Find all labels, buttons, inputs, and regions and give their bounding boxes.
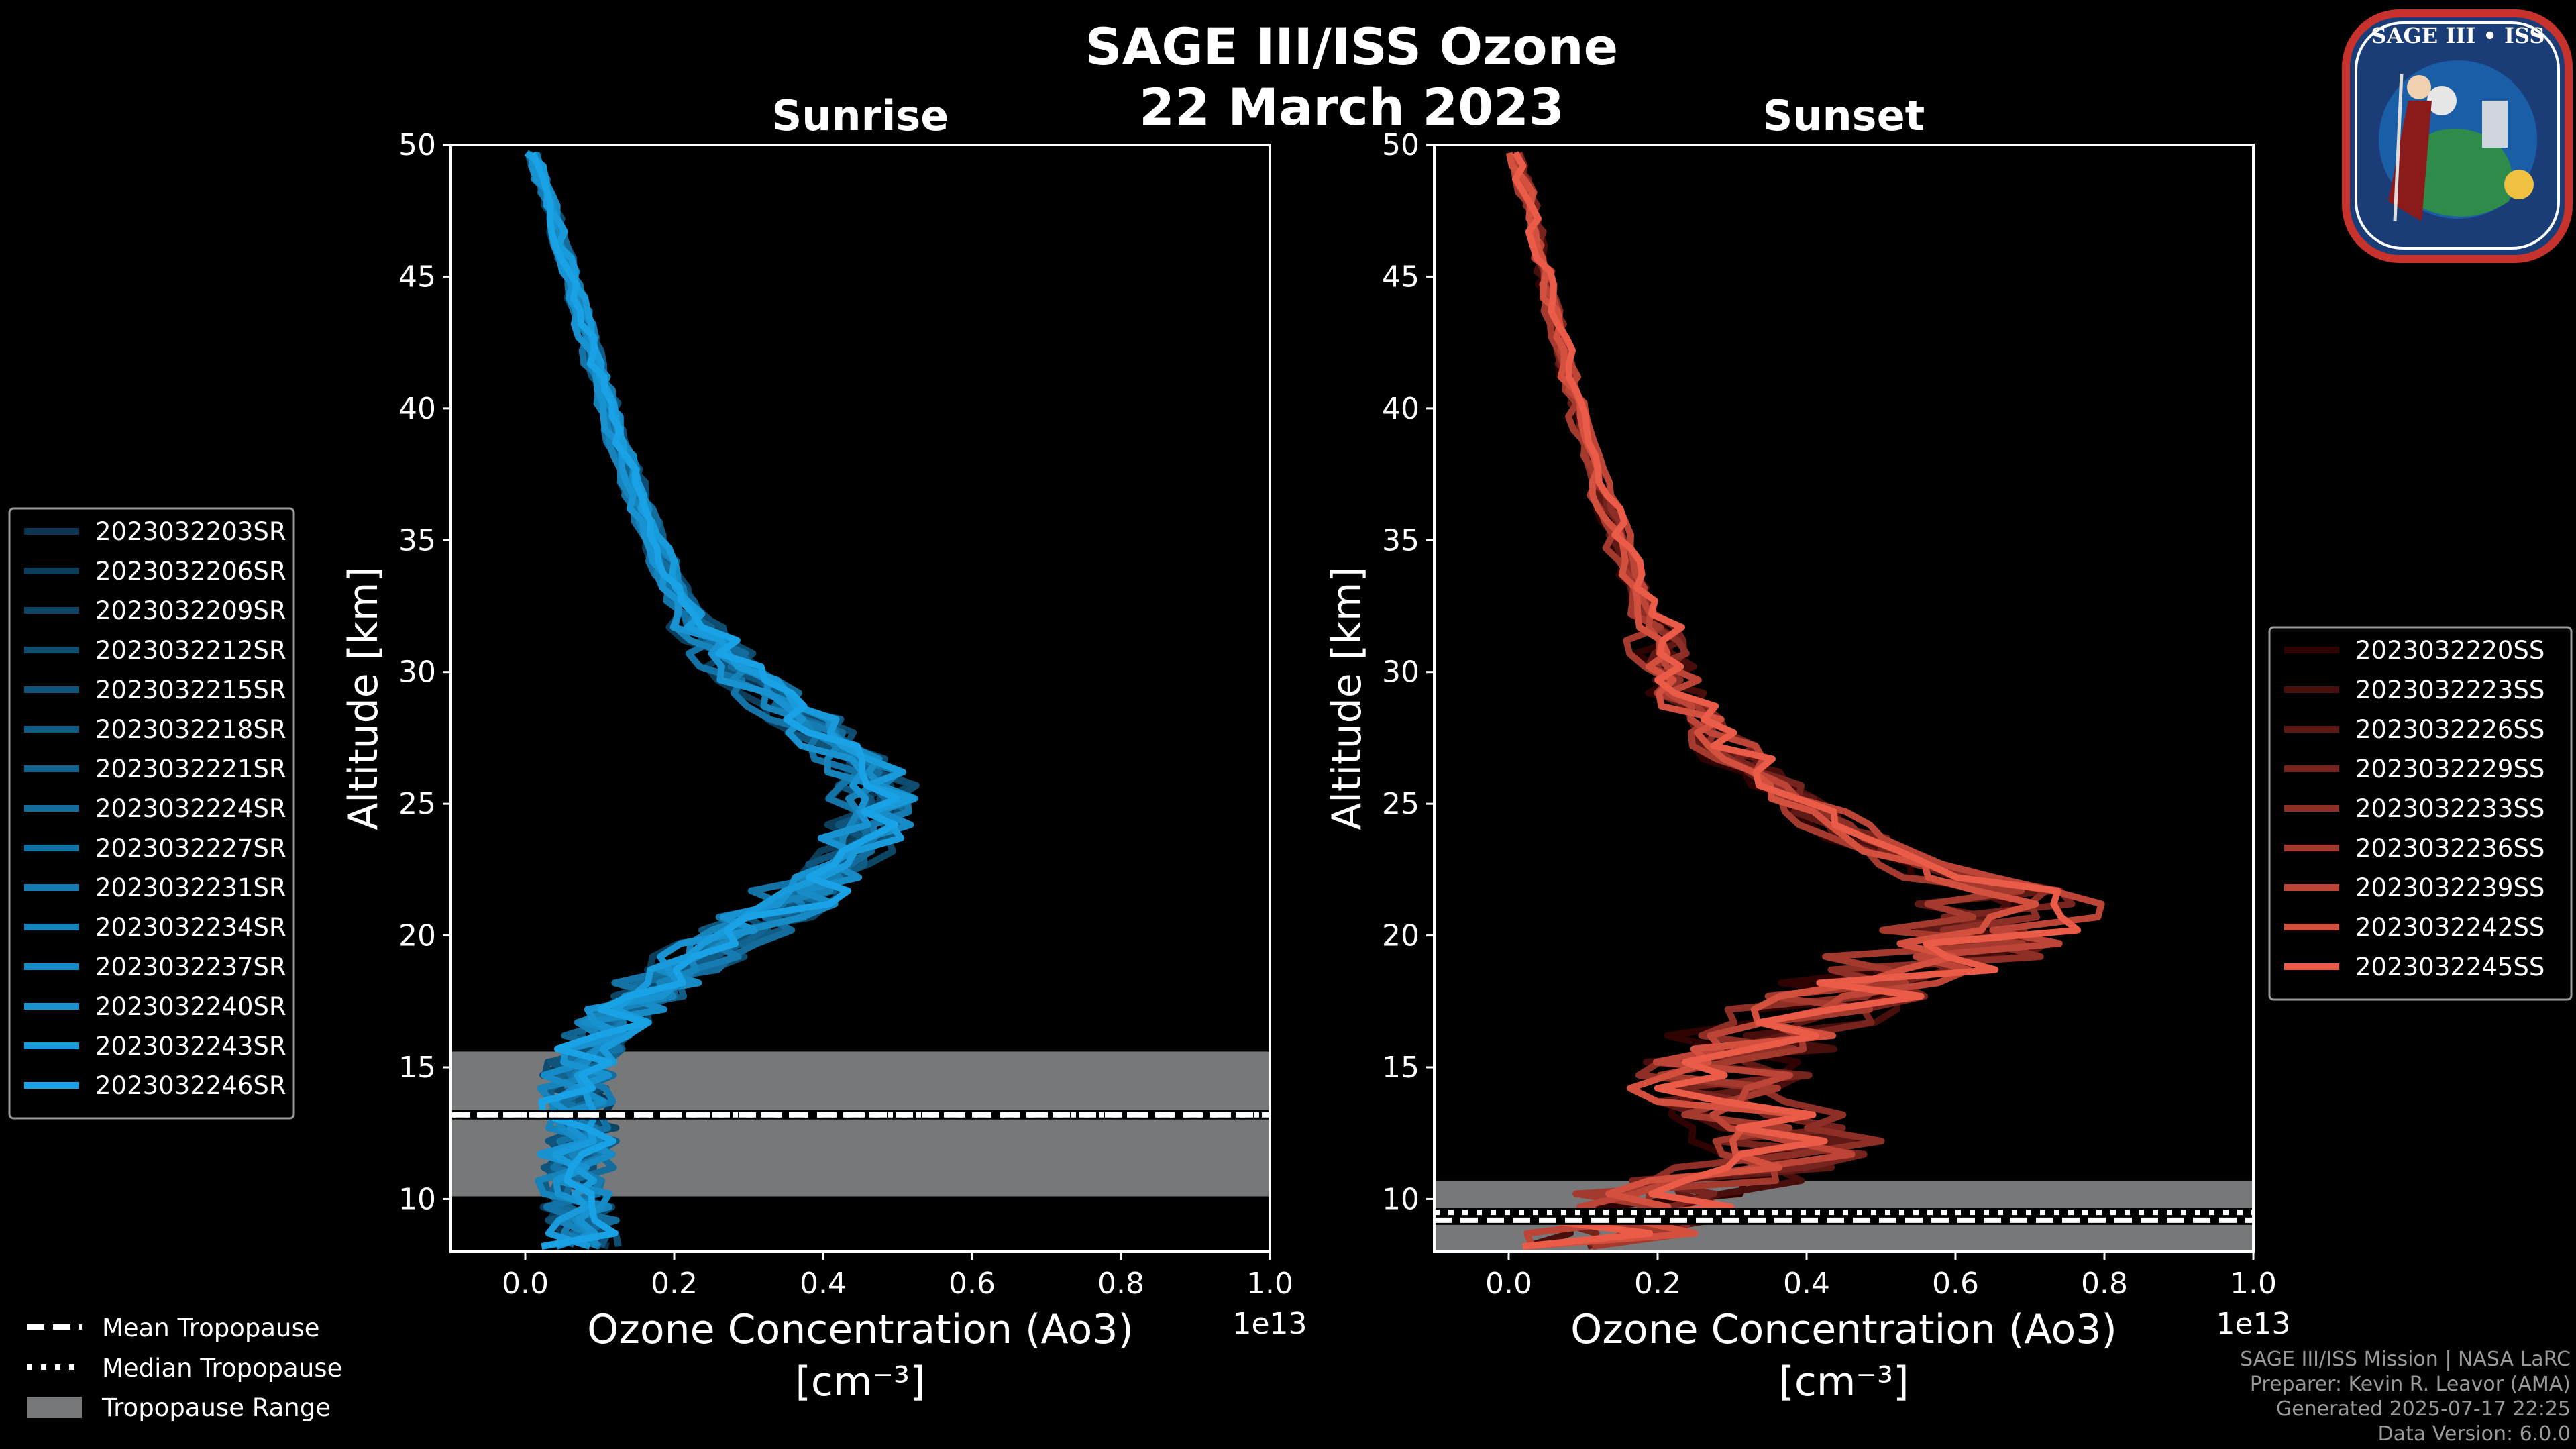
x-tick-label: 1.0 [2230,1267,2277,1301]
credits: SAGE III/ISS Mission | NASA LaRC Prepare… [2240,1348,2571,1446]
legend-label: 2023032236SS [2355,834,2544,863]
legend-label: 2023032231SR [95,873,286,902]
x-tick-label: 0.6 [949,1267,996,1301]
tropopause-range-swatch [27,1397,82,1418]
y-axis-label: Altitude [km] [1324,566,1371,830]
x-tick-label: 0.8 [1097,1267,1144,1301]
y-tick-label: 50 [398,128,436,162]
x-tick-label: 0.6 [1932,1267,1979,1301]
profile-line [529,151,901,1250]
legend-box [2268,626,2573,1001]
x-tick-label: 0.0 [502,1267,549,1301]
y-tick-label: 10 [1382,1182,1419,1216]
tropopause-range-label: Tropopause Range [101,1393,331,1422]
sunrise-legend: 2023032203SR 2023032206SR 2023032209SR 2023… [8,507,295,1120]
y-tick-label: 20 [398,919,436,953]
y-tick-label: 20 [1382,919,1419,953]
y-tick-label: 30 [1382,655,1419,690]
figure-date: 22 March 2023 [1139,77,1564,137]
legend-label: 2023032234SR [95,913,286,942]
credit-preparer: Preparer: Kevin R. Leavor (AMA) [2250,1373,2571,1396]
subplot-title: Sunset [1763,91,1925,140]
y-axis-label: Altitude [km] [340,566,387,830]
legend-label: 2023032237SR [95,953,286,981]
x-axis-label: Ozone Concentration (Ao3) [1570,1306,2117,1353]
legend-label: 2023032242SS [2355,913,2544,942]
legend-label: 2023032239SS [2355,873,2544,902]
axes-frame [449,144,1271,1253]
legend-label: 2023032220SS [2355,636,2544,665]
y-tick-label: 15 [1382,1051,1419,1085]
y-tick-label: 40 [398,392,436,426]
credit-mission: SAGE III/ISS Mission | NASA LaRC [2240,1348,2571,1371]
subplot-title: Sunrise [772,91,949,140]
legend-label: 2023032209SR [95,596,286,625]
sunset-legend: 2023032220SS 2023032223SS 2023032226SS 2023… [2268,626,2573,1001]
median-tropopause-label: Median Tropopause [102,1354,342,1383]
axes-frame [1433,144,2255,1253]
y-tick-label: 50 [1382,128,1419,162]
tropopause-legend: Mean Tropopause Median Tropopause Tropop… [27,1313,342,1422]
y-tick-label: 15 [398,1051,436,1085]
y-tick-label: 35 [398,523,436,557]
x-axis-label: Ozone Concentration (Ao3) [587,1306,1134,1353]
x-tick-label: 0.8 [2081,1267,2128,1301]
x-tick-label: 0.2 [1634,1267,1681,1301]
legend-label: 2023032246SR [95,1071,286,1100]
credit-generated: Generated 2025-07-17 22:25 [2276,1397,2571,1421]
y-tick-label: 45 [1382,260,1419,294]
mission-patch-icon: SAGE III • ISS [2342,9,2573,263]
sunrise-panel: Sunrise 0.0 0.2 0.4 0.6 0.8 1.0 10 15 20 25 30 35 40 4… [340,91,1307,1405]
x-tick-label: 0.2 [651,1267,698,1301]
y-tick-label: 35 [1382,523,1419,557]
legend-label: 2023032229SS [2355,755,2544,784]
x-axis-units: [cm⁻³] [1779,1358,1909,1405]
x-tick-label: 1.0 [1246,1267,1293,1301]
figure-title: SAGE III/ISS Ozone [1085,17,1618,76]
legend-label: 2023032245SS [2355,953,2544,981]
legend-label: 2023032212SR [95,636,286,665]
y-tick-label: 10 [398,1182,436,1216]
legend-label: 2023032224SR [95,794,286,823]
x-offset-label: 1e13 [2216,1307,2290,1341]
mean-tropopause-label: Mean Tropopause [102,1313,320,1342]
legend-label: 2023032221SR [95,755,286,784]
sunset-panel: Sunset 0.0 0.2 0.4 0.6 0.8 1.0 10 15 20 25 30 35 40 45… [1324,91,2291,1405]
x-tick-label: 0.4 [1783,1267,1830,1301]
y-tick-label: 40 [1382,392,1419,426]
profile-line [528,152,871,1250]
legend-label: 2023032215SR [95,676,286,704]
x-tick-label: 0.4 [800,1267,847,1301]
legend-label: 2023032233SS [2355,794,2544,823]
profile-lines [524,150,920,1250]
y-tick-label: 25 [1382,787,1419,821]
credit-data-version: Data Version: 6.0.0 [2378,1422,2571,1446]
profile-line [1512,151,2082,1250]
x-axis-units: [cm⁻³] [796,1358,926,1405]
y-tick-label: 25 [398,787,436,821]
legend-label: 2023032206SR [95,557,286,586]
profile-lines [1505,150,2105,1250]
legend-label: 2023032203SR [95,517,286,546]
y-tick-label: 30 [398,655,436,690]
legend-label: 2023032218SR [95,715,286,744]
logo-name: SAGE III • ISS [2371,23,2545,48]
legend-label: 2023032226SS [2355,715,2544,744]
legend-label: 2023032240SR [95,992,286,1021]
y-tick-label: 45 [398,260,436,294]
x-offset-label: 1e13 [1232,1307,1307,1341]
legend-label: 2023032227SR [95,834,286,863]
legend-label: 2023032223SS [2355,676,2544,704]
legend-box [8,507,295,1120]
legend-label: 2023032243SR [95,1032,286,1061]
x-tick-label: 0.0 [1485,1267,1532,1301]
